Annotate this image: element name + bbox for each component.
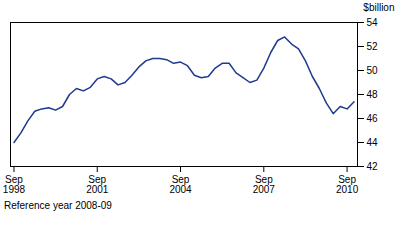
- svg-text:Sep2001: Sep2001: [86, 174, 109, 195]
- svg-text:Sep2004: Sep2004: [169, 174, 192, 195]
- svg-text:54: 54: [367, 17, 379, 28]
- svg-text:Sep2007: Sep2007: [253, 174, 276, 195]
- svg-text:44: 44: [367, 137, 379, 148]
- svg-text:52: 52: [367, 41, 379, 52]
- svg-text:42: 42: [367, 161, 379, 172]
- svg-text:Sep1998: Sep1998: [3, 174, 26, 195]
- svg-text:46: 46: [367, 113, 379, 124]
- svg-text:48: 48: [367, 89, 379, 100]
- svg-text:Sep2010: Sep2010: [336, 174, 359, 195]
- svg-text:$billion: $billion: [363, 2, 394, 13]
- svg-text:50: 50: [367, 65, 379, 76]
- html-text:Reference year 2008-09: Reference year 2008-09: [4, 200, 112, 211]
